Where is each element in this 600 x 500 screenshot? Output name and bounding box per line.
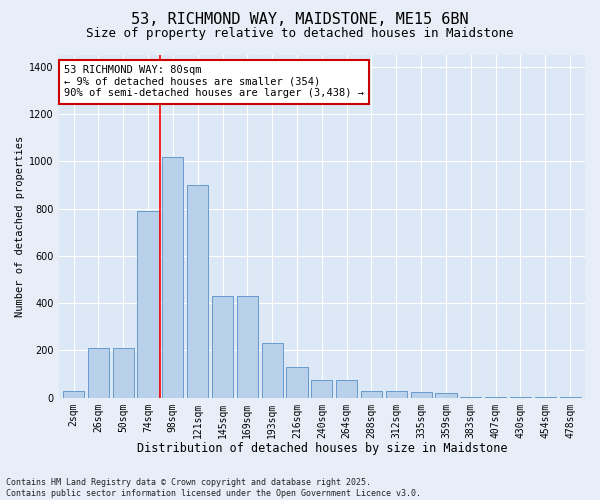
- Bar: [63, 390, 84, 398]
- Text: Contains HM Land Registry data © Crown copyright and database right 2025.
Contai: Contains HM Land Registry data © Crown c…: [6, 478, 421, 498]
- Text: 53 RICHMOND WAY: 80sqm
← 9% of detached houses are smaller (354)
90% of semi-det: 53 RICHMOND WAY: 80sqm ← 9% of detached …: [64, 66, 364, 98]
- Bar: [410, 392, 431, 398]
- Y-axis label: Number of detached properties: Number of detached properties: [15, 136, 25, 317]
- Bar: [163, 156, 184, 398]
- Bar: [113, 348, 134, 398]
- Bar: [137, 211, 158, 398]
- Bar: [386, 390, 407, 398]
- Bar: [237, 296, 258, 398]
- Bar: [336, 380, 357, 398]
- Bar: [311, 380, 332, 398]
- Bar: [361, 390, 382, 398]
- X-axis label: Distribution of detached houses by size in Maidstone: Distribution of detached houses by size …: [137, 442, 507, 455]
- Text: 53, RICHMOND WAY, MAIDSTONE, ME15 6BN: 53, RICHMOND WAY, MAIDSTONE, ME15 6BN: [131, 12, 469, 28]
- Bar: [88, 348, 109, 398]
- Bar: [460, 396, 481, 398]
- Bar: [212, 296, 233, 398]
- Text: Size of property relative to detached houses in Maidstone: Size of property relative to detached ho…: [86, 28, 514, 40]
- Bar: [436, 393, 457, 398]
- Bar: [286, 367, 308, 398]
- Bar: [485, 397, 506, 398]
- Bar: [262, 344, 283, 398]
- Bar: [187, 185, 208, 398]
